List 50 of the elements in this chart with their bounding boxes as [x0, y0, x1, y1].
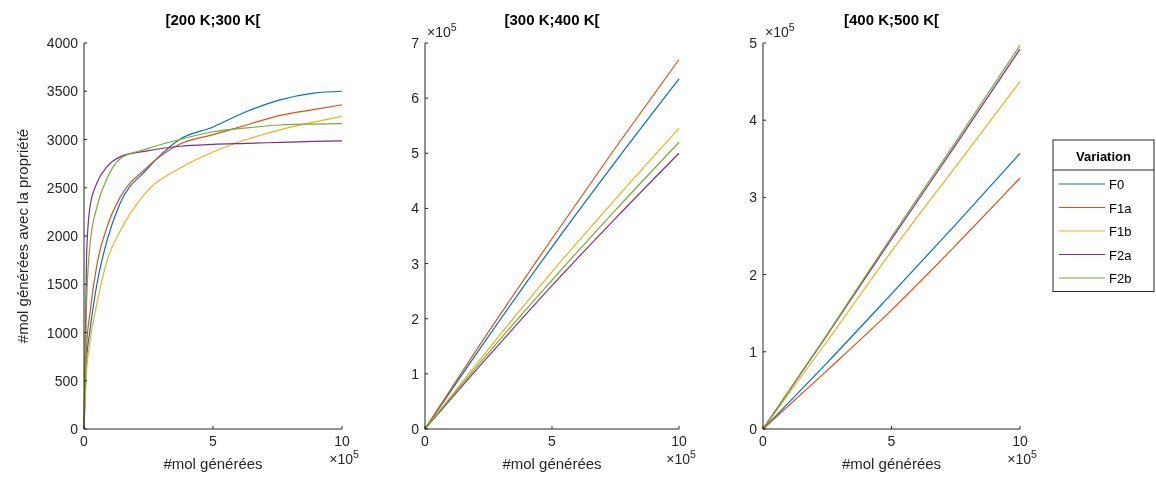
- x-tick-label: 5: [887, 433, 896, 449]
- y-tick-label: 4: [411, 200, 420, 217]
- y-tick-label: 1: [749, 343, 758, 360]
- x-tick-label: 10: [671, 433, 687, 449]
- y-tick-label: 2500: [46, 179, 79, 196]
- text: ×10$^{5}$: [666, 448, 696, 467]
- text: ×10$^{5}$: [765, 21, 795, 40]
- x-tick-label: 0: [80, 433, 89, 449]
- y-tick-label: 5: [749, 35, 758, 51]
- chart-title: [200 K;300 K[: [165, 11, 261, 28]
- y-tick-label: 0: [411, 421, 420, 437]
- x-tick-label: 5: [548, 433, 557, 449]
- y-tick-label: 1: [411, 365, 420, 382]
- text: ×10$^{5}$: [329, 448, 359, 467]
- x-tick-label: 0: [759, 433, 768, 449]
- y-tick-label: 4: [749, 112, 758, 129]
- y-tick-label: 3500: [46, 83, 79, 100]
- x-tick-label: 10: [334, 433, 350, 449]
- y-tick-label: 3000: [46, 131, 79, 148]
- y-tick-label: 2: [411, 310, 420, 327]
- y-tick-label: 4000: [46, 35, 79, 51]
- chart-title: [400 K;500 K[: [843, 11, 940, 28]
- y-tick-label: 1000: [46, 324, 79, 341]
- x-axis-title: #mol générées: [163, 455, 263, 472]
- y-tick-label: 3: [749, 189, 758, 206]
- legend-label: F0: [1109, 177, 1125, 192]
- y-tick-label: 5: [411, 145, 420, 162]
- y-tick-label: 2: [749, 266, 758, 283]
- x-tick-label: 0: [421, 433, 430, 449]
- x-tick-label: 10: [1012, 433, 1028, 449]
- y-tick-label: 3: [411, 255, 420, 272]
- text: ×10$^{5}$: [427, 21, 457, 40]
- chart-title: [300 K;400 K[: [504, 11, 600, 28]
- legend-label: F2a: [1109, 247, 1133, 263]
- y-tick-label: 500: [54, 372, 79, 389]
- x-tick-label: 5: [209, 433, 218, 449]
- y-tick-label: 0: [70, 421, 79, 437]
- x-axis-title: #mol générées: [502, 455, 602, 472]
- y-tick-label: 0: [749, 421, 758, 437]
- legend-label: F1b: [1109, 224, 1132, 239]
- text: ×10$^{5}$: [1007, 448, 1037, 467]
- y-tick-label: 1500: [46, 276, 79, 293]
- y-tick-label: 6: [411, 90, 420, 107]
- legend-label: F2b: [1109, 271, 1132, 286]
- y-tick-label: 2000: [46, 228, 79, 244]
- legend-title: Variation: [1076, 149, 1132, 164]
- y-axis-title: #mol générées avec la propriété: [14, 128, 31, 344]
- x-axis-title: #mol générées: [841, 455, 942, 472]
- y-tick-label: 7: [411, 35, 420, 51]
- legend-label: F1a: [1109, 200, 1133, 216]
